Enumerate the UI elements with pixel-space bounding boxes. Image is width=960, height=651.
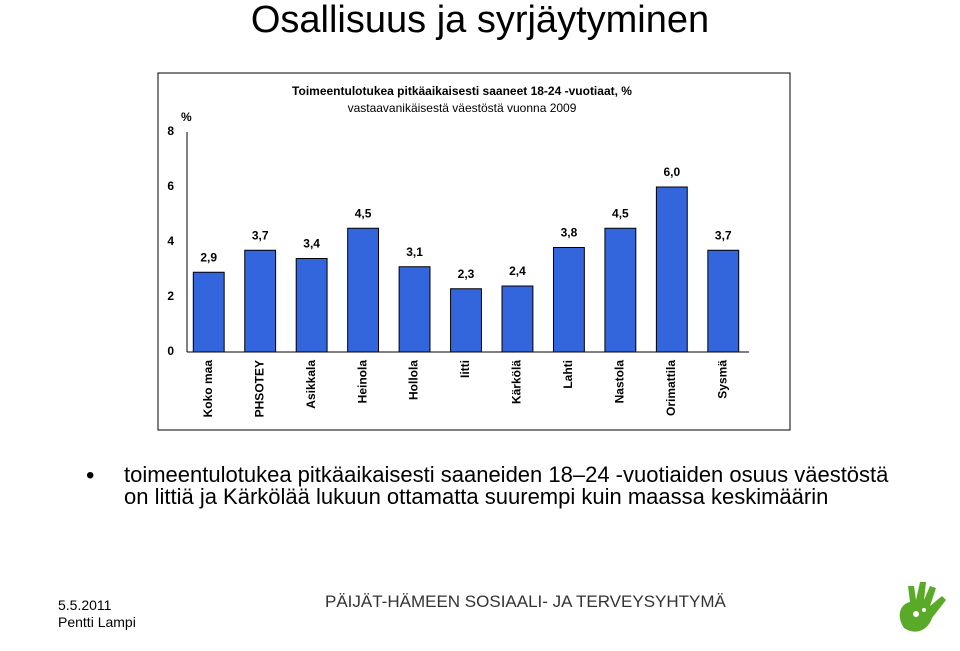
value-label: 2,9 bbox=[200, 250, 217, 264]
value-label: 2,3 bbox=[458, 267, 475, 281]
x-tick-label: Iitti bbox=[458, 360, 472, 378]
x-tick-label: Sysmä bbox=[715, 360, 729, 399]
y-tick-label: 8 bbox=[167, 124, 174, 138]
bar bbox=[244, 249, 277, 353]
x-tick-label: Nastola bbox=[613, 360, 627, 404]
bar bbox=[192, 271, 225, 353]
bar bbox=[707, 249, 740, 353]
bar bbox=[347, 227, 380, 353]
footer-author: Pentti Lampi bbox=[58, 614, 136, 630]
y-tick-label: 4 bbox=[167, 234, 174, 248]
y-tick-label: 0 bbox=[167, 344, 174, 358]
y-tick-label: 6 bbox=[167, 179, 174, 193]
bar bbox=[295, 258, 328, 353]
bar bbox=[655, 186, 688, 353]
bar bbox=[398, 266, 431, 353]
x-tick-label: PHSOTEY bbox=[252, 360, 266, 417]
y-tick-label: 2 bbox=[167, 289, 174, 303]
y-axis-label: % bbox=[181, 110, 192, 124]
bullet-text: toimeentulotukea pitkäaikaisesti saaneid… bbox=[124, 462, 889, 509]
x-tick-label: Asikkala bbox=[304, 360, 318, 409]
chart-title: vastaavanikäisestä väestöstä vuonna 2009 bbox=[348, 101, 577, 115]
bar bbox=[450, 288, 482, 353]
x-tick-label: Lahti bbox=[561, 360, 575, 389]
value-label: 3,1 bbox=[406, 245, 423, 259]
x-tick-label: Hollola bbox=[407, 360, 421, 400]
logo bbox=[899, 582, 946, 632]
x-tick-label: Kärkölä bbox=[510, 360, 524, 404]
chart-title: Toimeentulotukea pitkäaikaisesti saaneet… bbox=[292, 84, 632, 98]
bar bbox=[501, 285, 534, 353]
value-label: 3,7 bbox=[715, 228, 732, 242]
x-tick-label: Koko maa bbox=[201, 360, 215, 418]
footer-organization: PÄIJÄT-HÄMEEN SOSIAALI- JA TERVEYSYHTYMÄ bbox=[325, 592, 726, 611]
value-label: 6,0 bbox=[663, 165, 680, 179]
bar bbox=[604, 227, 637, 353]
value-label: 4,5 bbox=[355, 206, 372, 220]
value-label: 3,7 bbox=[252, 228, 269, 242]
bar bbox=[552, 247, 585, 353]
value-label: 2,4 bbox=[509, 264, 526, 278]
slide-title: Osallisuus ja syrjäytyminen bbox=[250, 0, 710, 41]
x-tick-label: Heinola bbox=[355, 360, 369, 404]
value-label: 3,8 bbox=[561, 226, 578, 240]
x-tick-label: Orimattila bbox=[664, 360, 678, 416]
value-label: 4,5 bbox=[612, 206, 629, 220]
value-label: 3,4 bbox=[303, 237, 320, 251]
footer-date: 5.5.2011 bbox=[58, 597, 112, 613]
bullet-mark: • bbox=[86, 462, 95, 489]
